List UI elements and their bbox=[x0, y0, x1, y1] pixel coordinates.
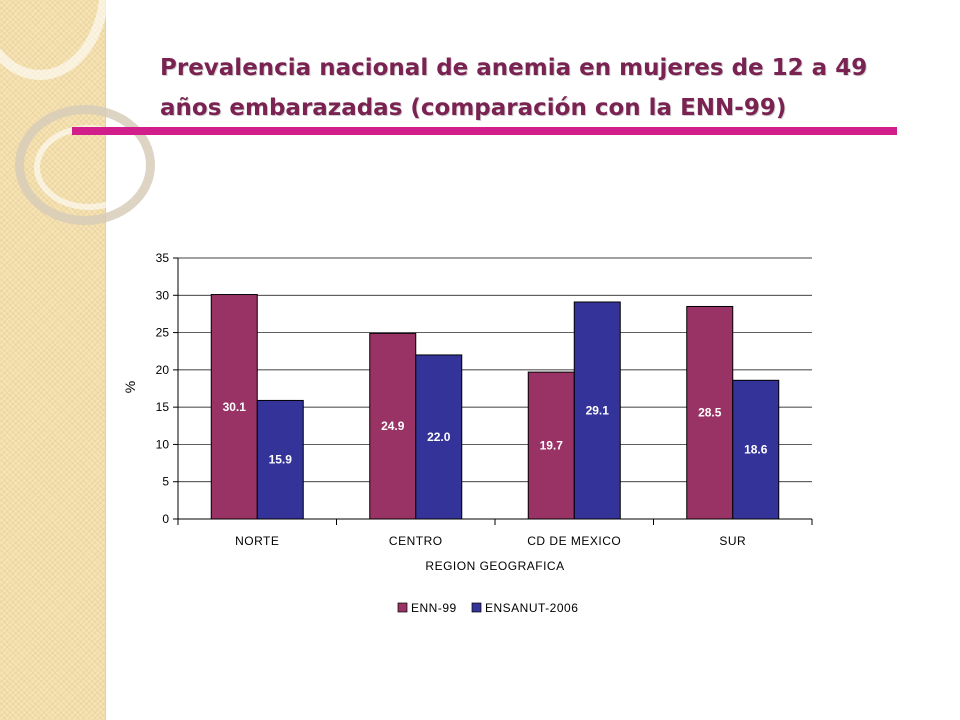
x-tick-label: SUR bbox=[719, 534, 746, 548]
bar-enn-99 bbox=[369, 332, 417, 520]
legend-label: ENN-99 bbox=[411, 601, 457, 615]
slide-title-line-1: Prevalencia nacional de anemia en mujere… bbox=[160, 55, 868, 81]
x-tick-label: NORTE bbox=[235, 534, 279, 548]
data-label: 15.9 bbox=[269, 453, 293, 467]
legend-swatch-ensanut-2006 bbox=[471, 602, 482, 613]
legend-label: ENSANUT-2006 bbox=[485, 601, 578, 615]
y-tick-label: 30 bbox=[156, 288, 170, 302]
bar-ensanut-2006 bbox=[415, 354, 463, 520]
y-axis-title: % bbox=[122, 381, 138, 393]
bar-ensanut-2006 bbox=[732, 379, 780, 520]
bar-enn-99 bbox=[686, 305, 734, 520]
bar-enn-99 bbox=[210, 294, 258, 520]
data-label: 30.1 bbox=[223, 400, 247, 414]
bar-ensanut-2006 bbox=[573, 301, 621, 520]
data-label: 24.9 bbox=[381, 419, 405, 433]
y-tick-label: 0 bbox=[162, 512, 169, 526]
data-label: 22.0 bbox=[427, 430, 451, 444]
decorative-ring bbox=[15, 105, 155, 225]
y-tick-label: 20 bbox=[156, 363, 170, 377]
data-label: 28.5 bbox=[698, 406, 722, 420]
x-tick-label: CD DE MEXICO bbox=[527, 534, 621, 548]
legend-swatch-enn-99 bbox=[397, 602, 408, 613]
slide-title: Prevalencia nacional de anemia en mujere… bbox=[160, 48, 920, 128]
data-label: 18.6 bbox=[744, 443, 768, 457]
y-tick-label: 5 bbox=[162, 475, 169, 489]
x-tick-label: CENTRO bbox=[389, 534, 443, 548]
x-axis-title: REGION GEOGRAFICA bbox=[425, 559, 564, 573]
bar-enn-99 bbox=[527, 371, 575, 520]
slide-title-line-2: años embarazadas (comparación con la ENN… bbox=[160, 95, 787, 121]
y-tick-label: 25 bbox=[156, 326, 170, 340]
data-label: 29.1 bbox=[586, 403, 610, 417]
y-tick-label: 35 bbox=[156, 251, 170, 265]
bar-ensanut-2006 bbox=[256, 399, 304, 520]
y-tick-label: 10 bbox=[156, 437, 170, 451]
y-tick-label: 15 bbox=[156, 400, 170, 414]
title-underline bbox=[72, 127, 897, 135]
data-label: 19.7 bbox=[540, 439, 564, 453]
